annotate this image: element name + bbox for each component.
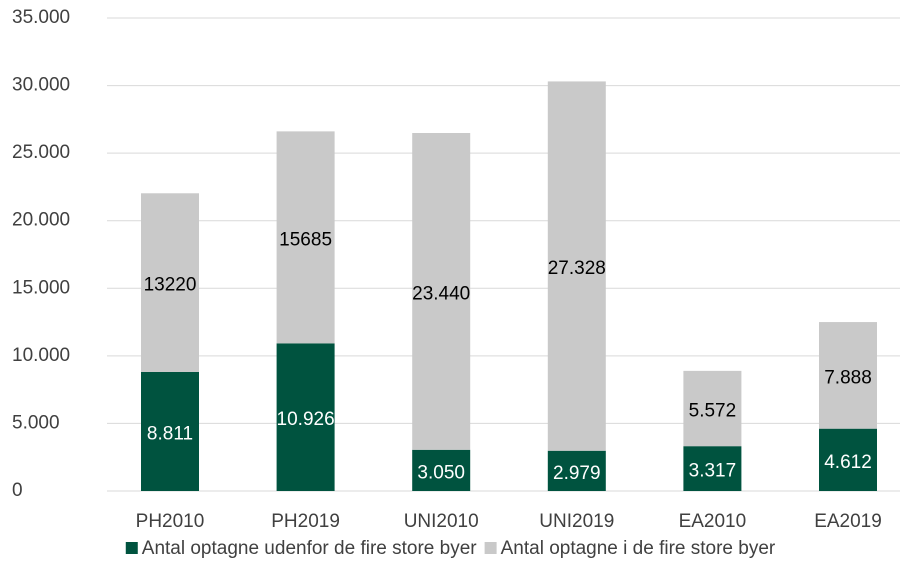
x-tick-label: UNI2010 <box>404 511 479 532</box>
data-label: 4.612 <box>824 452 872 473</box>
y-tick-label: 10.000 <box>12 345 70 366</box>
x-tick-label: PH2010 <box>136 511 205 532</box>
data-label: 7.888 <box>824 367 872 388</box>
x-tick-label: PH2019 <box>271 511 340 532</box>
y-tick-label: 15.000 <box>12 277 70 298</box>
legend-swatch <box>484 542 497 554</box>
legend-label: Antal optagne udenfor de fire store byer <box>142 538 478 559</box>
y-tick-label: 25.000 <box>12 142 70 163</box>
bar-segment <box>412 133 471 450</box>
data-label: 10.926 <box>277 409 335 430</box>
y-tick-label: 35.000 <box>12 7 70 28</box>
bar-segment <box>819 428 877 491</box>
bar-segment <box>141 193 199 372</box>
y-tick-label: 20.000 <box>12 210 70 231</box>
bar-segment <box>141 371 199 491</box>
bar-segment <box>547 81 606 451</box>
y-tick-label: 5.000 <box>12 412 60 433</box>
legend-label: Antal optagne i de fire store byer <box>501 538 776 559</box>
data-label: 23.440 <box>412 283 470 304</box>
data-label: 3.050 <box>417 462 465 483</box>
bar-segment <box>412 449 471 491</box>
bar-segment <box>683 370 742 447</box>
x-tick-label: UNI2019 <box>539 511 614 532</box>
data-label: 3.317 <box>689 461 737 482</box>
data-label: 27.328 <box>548 258 606 279</box>
bar-segment <box>819 322 877 429</box>
data-label: 13220 <box>144 275 197 296</box>
data-label: 15685 <box>279 229 332 250</box>
data-label: 2.979 <box>553 463 601 484</box>
y-tick-label: 0 <box>12 480 23 501</box>
y-tick-label: 30.000 <box>12 75 70 96</box>
bar-segment <box>683 446 742 491</box>
legend-swatch <box>125 542 138 554</box>
bar-segment <box>547 450 606 491</box>
data-label: 5.572 <box>689 401 737 422</box>
bar-segment <box>276 343 335 491</box>
x-tick-label: EA2010 <box>679 511 747 532</box>
bar-segment <box>276 131 335 344</box>
data-label: 8.811 <box>147 423 193 444</box>
x-tick-label: EA2019 <box>814 511 882 532</box>
